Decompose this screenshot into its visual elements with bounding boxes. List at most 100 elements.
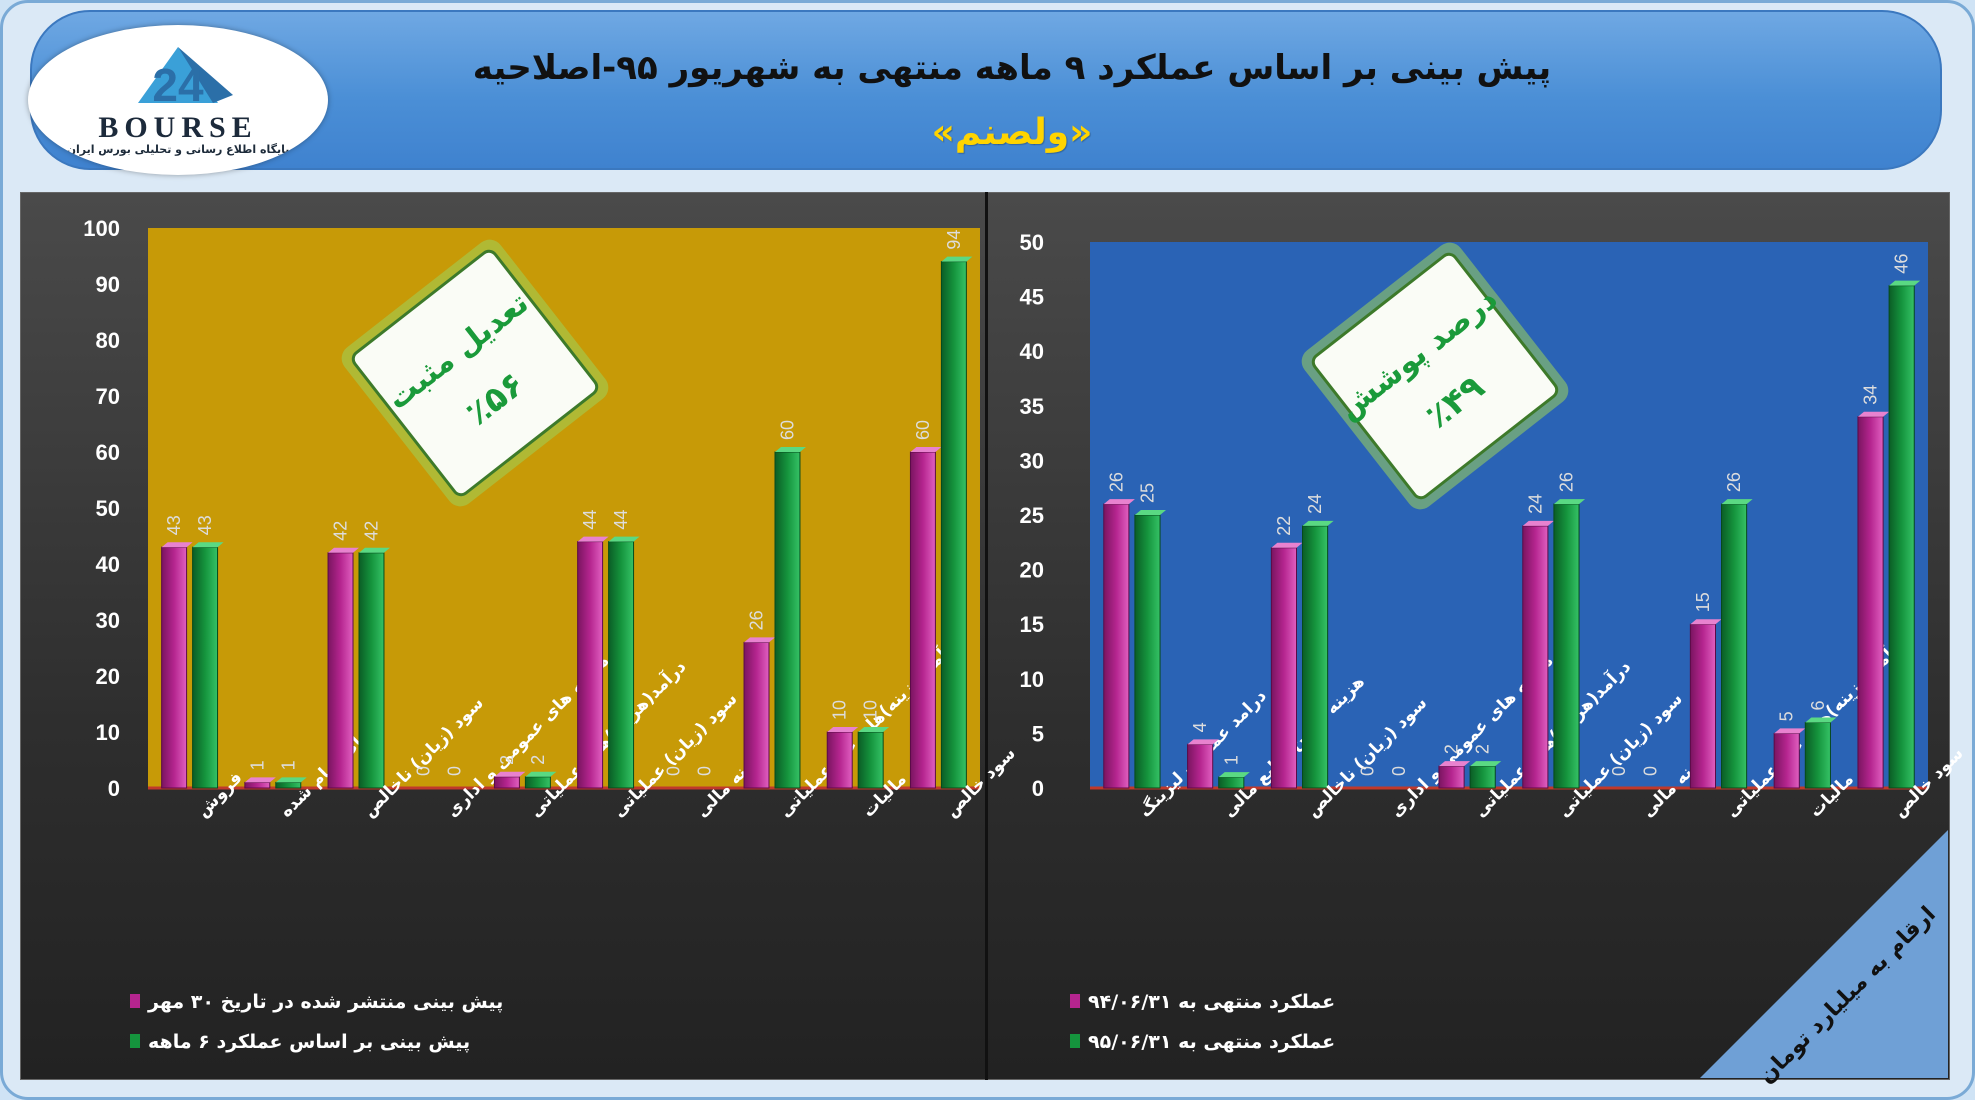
data-label: 42	[331, 521, 351, 541]
bar	[577, 541, 604, 789]
logo-word: BOURSE	[98, 111, 258, 144]
data-label: 0	[663, 766, 683, 776]
bourse24-logo: 24 BOURSE پایگاه اطلاع رسانی و تحلیلی بو…	[28, 25, 328, 175]
bar-cap	[525, 771, 557, 777]
data-label: 2	[528, 755, 548, 765]
bar-cap	[827, 727, 859, 732]
data-label: 60	[913, 420, 933, 440]
bar-cap	[1218, 772, 1250, 778]
data-label: 24	[1525, 494, 1545, 514]
y-tick-label: 5	[1032, 721, 1044, 746]
bar	[909, 451, 936, 789]
data-label: 2	[497, 755, 517, 765]
data-label: 0	[445, 766, 465, 776]
data-label: 5	[1777, 711, 1797, 721]
y-tick-label: 15	[1020, 612, 1044, 637]
y-tick-label: 80	[96, 328, 120, 353]
data-label: 15	[1693, 592, 1713, 612]
header-banner: پیش بینی بر اساس عملکرد ۹ ماهه منتهی به …	[30, 10, 1942, 170]
page-title: پیش بینی بر اساس عملکرد ۹ ماهه منتهی به …	[472, 48, 1552, 88]
bar-cap	[858, 727, 890, 732]
badge: تعدیل مثبت٪۵۶	[341, 239, 609, 507]
legend-item: پیش بینی بر اساس عملکرد ۶ ماهه	[148, 1031, 470, 1053]
data-label: 0	[1609, 766, 1629, 776]
bar-cap	[1889, 280, 1921, 286]
bar-cap	[1302, 520, 1334, 526]
bar-cap	[1134, 510, 1167, 515]
data-label: 26	[1106, 472, 1126, 492]
badge-box	[351, 249, 599, 497]
data-label: 0	[1389, 766, 1409, 776]
logo-mark-icon: 24	[138, 47, 233, 111]
y-tick-label: 10	[1020, 667, 1044, 692]
bar-cap	[359, 547, 390, 553]
bar-cap	[1805, 717, 1837, 723]
bar-cap	[1438, 761, 1471, 767]
badge: درصد پوشش٪۴۹	[1301, 242, 1569, 510]
bar-cap	[941, 256, 973, 262]
data-label: 26	[1724, 472, 1744, 492]
data-label: 1	[247, 760, 267, 770]
bar-cap	[1187, 739, 1219, 745]
bar-cap	[1774, 728, 1806, 734]
data-label: 43	[164, 515, 184, 535]
data-label: 0	[1640, 766, 1660, 776]
y-tick-label: 0	[108, 776, 120, 801]
data-label: 26	[1556, 472, 1576, 492]
y-tick-label: 40	[1020, 339, 1044, 364]
svg-text:24: 24	[152, 59, 204, 111]
bar-cap	[328, 547, 359, 553]
data-label: 1	[1221, 755, 1241, 765]
bar-cap	[744, 637, 775, 643]
data-label: 0	[694, 766, 714, 776]
y-tick-label: 50	[1020, 230, 1044, 255]
y-tick-label: 100	[83, 216, 120, 241]
bar-cap	[1690, 619, 1722, 625]
y-tick-label: 70	[96, 384, 120, 409]
data-label: 94	[944, 230, 964, 250]
data-label: 46	[1892, 254, 1912, 274]
bar	[857, 731, 884, 789]
bar	[192, 546, 219, 789]
y-tick-label: 0	[1032, 776, 1044, 801]
bar	[1689, 623, 1716, 789]
bar-cap	[1522, 520, 1554, 526]
bar	[358, 552, 385, 789]
data-label: 6	[1808, 700, 1828, 710]
bar-cap	[1553, 499, 1586, 505]
bar-cap	[1271, 542, 1303, 548]
data-label: 2	[1442, 744, 1462, 754]
bar	[826, 731, 853, 789]
legend-swatch	[130, 994, 140, 1008]
data-label: 44	[611, 510, 631, 530]
bar-cap	[244, 777, 276, 783]
logo-tagline: پایگاه اطلاع رسانی و تحلیلی بورس ایران	[66, 143, 290, 156]
y-tick-label: 60	[96, 440, 120, 465]
y-tick-label: 10	[96, 720, 120, 745]
y-tick-label: 45	[1020, 285, 1044, 310]
bar	[940, 261, 967, 789]
bar-cap	[1857, 411, 1890, 417]
y-tick-label: 35	[1020, 394, 1044, 419]
data-label: 0	[1358, 766, 1378, 776]
page-subtitle: «ولصنم»	[931, 112, 1093, 153]
data-label: 4	[1190, 722, 1210, 732]
data-label: 2	[1473, 744, 1493, 754]
data-label: 25	[1137, 483, 1157, 503]
data-label: 42	[361, 521, 381, 541]
units-corner-shape	[1700, 830, 1948, 1078]
badge-box	[1311, 252, 1559, 500]
y-tick-label: 30	[96, 608, 120, 633]
data-label: 1	[278, 760, 298, 770]
legend-item: عملکرد منتهی به ۹۴/۰۶/۳۱	[1088, 991, 1335, 1013]
bar	[1857, 416, 1884, 789]
y-tick-label: 50	[96, 496, 120, 521]
data-label: 34	[1861, 385, 1881, 405]
y-tick-label: 40	[96, 552, 120, 577]
bar-cap	[192, 542, 224, 548]
bar	[608, 541, 635, 789]
y-tick-label: 25	[1020, 503, 1044, 528]
bar-cap	[910, 447, 942, 452]
